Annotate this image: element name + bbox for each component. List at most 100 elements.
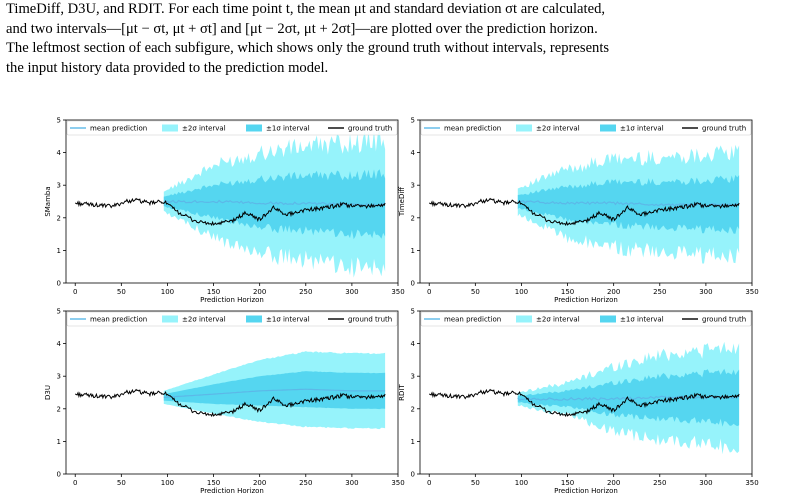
y-tick-label: 4 (411, 149, 416, 157)
x-tick-label: 350 (391, 288, 404, 296)
x-axis-label: Prediction Horizon (554, 296, 618, 304)
mean-prediction-line (163, 388, 386, 398)
x-tick-label: 150 (561, 288, 574, 296)
y-tick-label: 1 (57, 247, 61, 255)
y-tick-label: 1 (411, 438, 415, 446)
y-tick-label: 2 (411, 405, 415, 413)
legend-one-sigma-swatch (246, 124, 262, 132)
x-tick-label: 100 (161, 479, 174, 487)
x-tick-label: 200 (253, 288, 266, 296)
caption-line-3: The leftmost section of each subfigure, … (6, 40, 610, 56)
y-tick-label: 1 (57, 438, 61, 446)
legend-two-sigma-swatch (516, 315, 532, 323)
x-tick-label: 0 (73, 479, 77, 487)
y-axis-label: SMamba (44, 186, 52, 216)
ground-truth-line (428, 388, 740, 418)
legend-one-sigma-swatch (600, 124, 616, 132)
legend-two-sigma-label: ±2σ interval (182, 125, 226, 133)
x-tick-label: 250 (299, 288, 312, 296)
x-tick-label: 0 (73, 288, 77, 296)
legend: mean prediction ±2σ interval ±1σ interval g… (420, 120, 752, 136)
legend-two-sigma-label: ±2σ interval (182, 316, 226, 324)
chart-panel-d3u: 0 50 100 150 200 250 300 350 0 1 2 3 4 5 Prediction Ho… (44, 308, 405, 496)
x-tick-label: 50 (471, 288, 480, 296)
one-sigma-band (517, 368, 740, 427)
figure-caption: TimeDiff, D3U, and RDIT. For each time p… (6, 0, 804, 78)
x-tick-label: 350 (745, 479, 758, 487)
y-tick-label: 3 (57, 182, 61, 190)
y-tick-label: 0 (411, 280, 415, 288)
plot-area (428, 144, 740, 264)
legend-truth-label: ground truth (702, 125, 746, 133)
x-tick-label: 250 (299, 479, 312, 487)
x-tick-label: 50 (117, 288, 126, 296)
x-tick-label: 100 (515, 288, 528, 296)
x-axis-label: Prediction Horizon (554, 487, 618, 495)
legend-two-sigma-label: ±2σ interval (536, 316, 580, 324)
y-tick-label: 0 (411, 471, 415, 479)
y-tick-label: 2 (57, 214, 61, 222)
chart-panel-timediff: 0 50 100 150 200 250 300 350 0 1 2 3 4 5 Prediction Ho… (398, 117, 759, 305)
legend-two-sigma-swatch (162, 315, 178, 323)
x-tick-label: 50 (117, 479, 126, 487)
axes-frame (65, 310, 399, 475)
caption-line-1: TimeDiff, D3U, and RDIT. For each time p… (6, 1, 606, 17)
x-tick-label: 350 (745, 288, 758, 296)
y-tick-label: 4 (411, 340, 416, 348)
y-tick-label: 5 (57, 117, 61, 125)
legend-mean-label: mean prediction (444, 316, 501, 324)
legend-box (66, 120, 398, 136)
x-tick-label: 0 (427, 479, 431, 487)
y-tick-label: 5 (57, 308, 61, 316)
y-tick-label: 2 (57, 405, 61, 413)
y-tick-label: 4 (57, 149, 62, 157)
chart-panel-rdit: 0 50 100 150 200 250 300 350 0 1 2 3 4 5 Prediction Ho… (398, 308, 759, 496)
x-tick-label: 150 (207, 288, 220, 296)
x-tick-label: 200 (607, 479, 620, 487)
legend-box (420, 311, 752, 327)
ground-truth-line (428, 197, 740, 227)
plot-area (74, 351, 386, 430)
legend-box (420, 120, 752, 136)
legend-truth-label: ground truth (348, 316, 392, 324)
x-tick-label: 300 (345, 479, 358, 487)
y-axis-label: RDIT (398, 383, 406, 400)
x-tick-label: 100 (515, 479, 528, 487)
y-axis-label: D3U (44, 385, 52, 400)
x-tick-label: 50 (471, 479, 480, 487)
caption-line-2: and two intervals—[μt − σt, μt + σt] and… (6, 20, 598, 37)
legend-box (66, 311, 398, 327)
legend-two-sigma-label: ±2σ interval (536, 125, 580, 133)
legend-one-sigma-swatch (600, 315, 616, 323)
y-tick-label: 3 (411, 182, 415, 190)
axes-frame (419, 119, 753, 284)
x-tick-label: 150 (561, 479, 574, 487)
axes-frame (65, 119, 399, 284)
ground-truth-line (74, 388, 386, 418)
x-tick-label: 200 (607, 288, 620, 296)
y-tick-label: 3 (57, 373, 61, 381)
legend: mean prediction ±2σ interval ±1σ interval g… (66, 311, 398, 327)
x-tick-label: 100 (161, 288, 174, 296)
legend-one-sigma-label: ±1σ interval (266, 125, 310, 133)
plot-area (74, 130, 386, 278)
legend: mean prediction ±2σ interval ±1σ interval g… (420, 311, 752, 327)
y-axis-label: TimeDiff (398, 187, 406, 217)
y-tick-label: 3 (411, 373, 415, 381)
legend-mean-label: mean prediction (90, 316, 147, 324)
chart-panel-smamba: 0 50 100 150 200 250 300 350 0 1 2 3 4 5 Prediction Ho… (44, 117, 405, 305)
legend: mean prediction ±2σ interval ±1σ interval g… (66, 120, 398, 136)
y-tick-label: 4 (57, 340, 62, 348)
caption-line-4: the input history data provided to the p… (6, 59, 329, 76)
ground-truth-line (74, 197, 386, 227)
x-tick-label: 150 (207, 479, 220, 487)
x-axis-label: Prediction Horizon (200, 487, 264, 495)
plot-area (428, 341, 740, 455)
x-tick-label: 0 (427, 288, 431, 296)
legend-truth-label: ground truth (348, 125, 392, 133)
x-tick-label: 300 (345, 288, 358, 296)
x-tick-label: 300 (699, 479, 712, 487)
legend-truth-label: ground truth (702, 316, 746, 324)
legend-one-sigma-label: ±1σ interval (620, 125, 664, 133)
